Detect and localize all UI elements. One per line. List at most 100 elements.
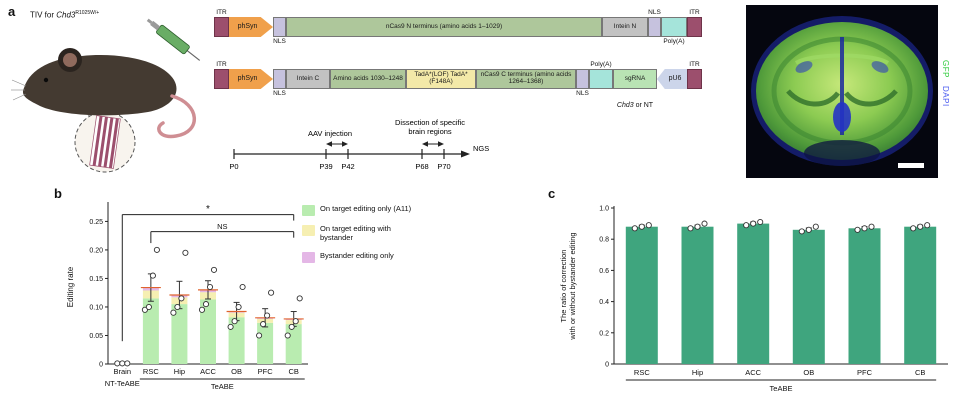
sgrna-element: sgRNA	[613, 60, 657, 98]
svg-text:Editing rate: Editing rate	[66, 266, 75, 307]
itr-box	[687, 17, 702, 37]
hippocampus-left	[786, 89, 840, 107]
allele-superscript: R1025W/+	[75, 10, 100, 16]
nls-box	[273, 69, 286, 89]
polya-box	[589, 69, 613, 89]
svg-text:NS: NS	[217, 222, 227, 231]
dissection-interval-arrow	[422, 141, 444, 147]
svg-text:RSC: RSC	[634, 368, 650, 377]
hippocampus-right	[844, 89, 898, 107]
editing-rate-chart: 0 0.05 0.10 0.15 0.20 0.25 Editing rate Brain RS…	[66, 202, 308, 391]
svg-text:OB: OB	[231, 367, 242, 376]
timepoint-p39: P39	[319, 162, 332, 171]
experiment-timeline: P0 P39 P42 P68 P70 NGS AAV injection Dis…	[229, 118, 489, 171]
promoter-box: phSyn	[229, 17, 273, 37]
coding-box: nCas9 C terminus (amino acids 1264–1368)	[476, 69, 576, 89]
injection-interval-arrow	[326, 141, 348, 147]
intein-box: Intein N	[602, 17, 648, 37]
svg-text:Hip: Hip	[692, 368, 703, 377]
coding-element: nCas9 N terminus (amino acids 1–1029)	[286, 8, 602, 46]
svg-text:0.05: 0.05	[89, 333, 103, 340]
sgrna-target-label: Chd3 or NT	[594, 102, 676, 109]
coding-box: Amino acids 1030–1248	[330, 69, 406, 89]
tiv-label: TIV for Chd3R1025W/+	[30, 10, 99, 20]
itr-box	[214, 69, 229, 89]
nls-element: NLS	[273, 60, 286, 98]
panel-label-a: a	[8, 4, 16, 19]
itr-element: ITR	[687, 60, 702, 98]
bar-group-RSC: RSC	[140, 246, 161, 376]
bar-group-ACC: ACC	[198, 266, 218, 376]
target-suffix: or NT	[633, 102, 654, 109]
svg-text:The ratio of correction: The ratio of correction	[559, 250, 568, 323]
scale-bar	[898, 163, 924, 168]
syringe-icon	[146, 18, 201, 61]
promoter-element: phSyn	[229, 8, 273, 46]
svg-text:0.2: 0.2	[599, 330, 609, 337]
itr-element: ITR	[687, 8, 702, 46]
coding-element: nCas9 C terminus (amino acids 1264–1368)	[476, 60, 576, 98]
ventricle	[833, 102, 851, 132]
legend-item: On target editing only (A11)	[302, 204, 452, 216]
itr-box	[214, 17, 229, 37]
bar-group-PFC: PFC	[848, 223, 881, 377]
promoter-box: phSyn	[229, 69, 273, 89]
aav-construct-1: ITR phSyn NLS nCas9 N terminus (amino acids…	[214, 8, 706, 46]
significance-NS: NS	[150, 222, 295, 244]
svg-text:NT-TeABE: NT-TeABE	[105, 379, 140, 388]
stain-legend: GFP DAPI	[941, 60, 950, 106]
nls-box	[576, 69, 589, 89]
brain-slice-zoom	[89, 115, 121, 169]
coding-element: Amino acids 1030–1248	[330, 60, 406, 98]
sgrna-box: sgRNA	[613, 69, 657, 89]
legend-label: Bystander editing only	[320, 250, 394, 260]
intein-box: Intein C	[286, 69, 330, 89]
intein-element: Intein C	[286, 60, 330, 98]
ngs-label: NGS	[473, 144, 489, 153]
svg-text:PFC: PFC	[258, 367, 274, 376]
gfp-label: GFP	[941, 60, 950, 78]
polya-element: Poly(A)	[589, 60, 613, 98]
timepoint-p68: P68	[415, 162, 428, 171]
mouse-body	[22, 55, 177, 116]
chart-b-legend: On target editing only (A11) On target e…	[302, 204, 452, 271]
bar-group-RSC: RSC	[625, 222, 658, 377]
bar-group-CB: CB	[283, 295, 304, 376]
pu6-box: pU6	[657, 69, 687, 89]
bar-group-OB: OB	[792, 223, 825, 377]
timepoint-p70: P70	[437, 162, 450, 171]
intein-element: Intein N	[602, 8, 648, 46]
svg-text:TeABE: TeABE	[211, 382, 234, 391]
bar-group-Hip: Hip	[169, 249, 190, 376]
legend-label: On target editing with bystander	[320, 224, 391, 243]
svg-text:Brain: Brain	[114, 367, 132, 376]
panel-label-c: c	[548, 186, 556, 201]
promoter-element: phSyn	[229, 60, 273, 98]
itr-element: ITR	[214, 60, 229, 98]
svg-text:OB: OB	[803, 368, 814, 377]
legend-item: On target editing with bystander	[302, 224, 452, 243]
svg-text:CB: CB	[289, 367, 299, 376]
svg-text:0.6: 0.6	[599, 268, 609, 275]
bar-group-Hip: Hip	[681, 220, 714, 377]
polya-box	[661, 17, 687, 37]
dissection-label-2: brain regions	[408, 127, 452, 136]
timepoint-p0: P0	[229, 162, 238, 171]
injection-label: AAV injection	[308, 129, 352, 138]
svg-text:ACC: ACC	[200, 367, 216, 376]
legend-swatch-on-target	[302, 205, 315, 216]
svg-text:0.20: 0.20	[89, 247, 103, 254]
bar-group-PFC: PFC	[255, 289, 276, 376]
svg-text:CB: CB	[915, 368, 925, 377]
legend-swatch-with-bystander	[302, 225, 315, 236]
svg-text:with or without bystander edit: with or without bystander editing	[568, 232, 577, 340]
nls-element: NLS	[648, 8, 661, 46]
whiskers	[11, 79, 27, 101]
svg-text:0.8: 0.8	[599, 237, 609, 244]
correction-ratio-chart: 0 0.2 0.4 0.6 0.8 1.0 The ratio of correction w…	[559, 206, 948, 393]
svg-text:PFC: PFC	[857, 368, 873, 377]
svg-text:0.4: 0.4	[599, 299, 609, 306]
mouse-eye	[43, 77, 49, 83]
svg-text:0.25: 0.25	[89, 219, 103, 226]
legend-item: Bystander editing only	[302, 251, 452, 263]
